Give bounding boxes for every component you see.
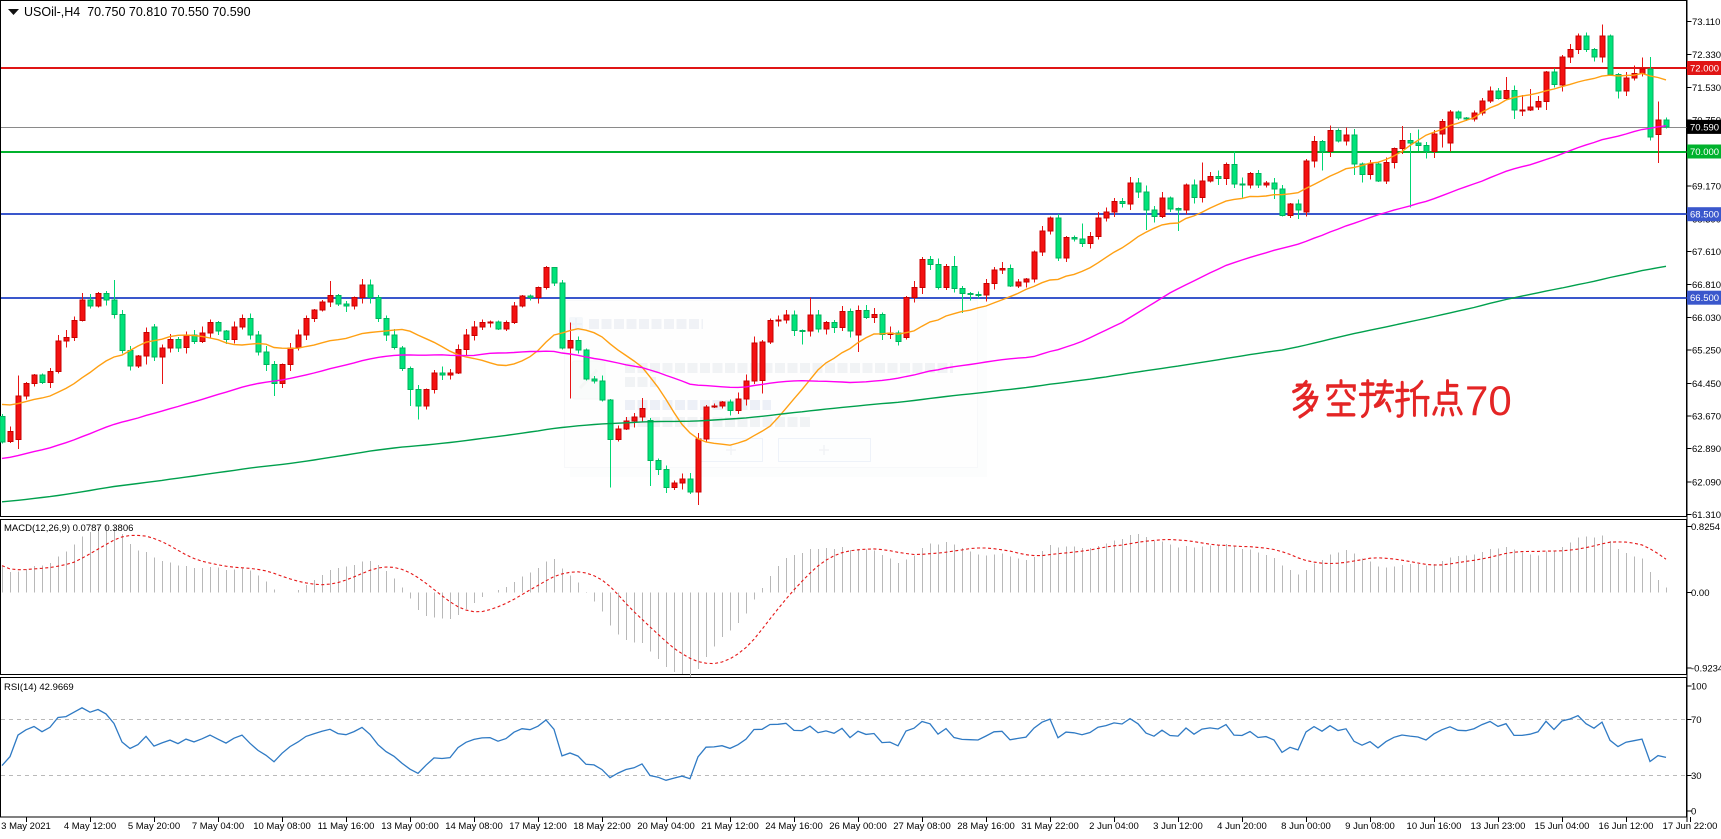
- svg-text:0: 0: [1691, 807, 1696, 818]
- svg-text:17 May 12:00: 17 May 12:00: [509, 821, 567, 832]
- svg-text:28 May 16:00: 28 May 16:00: [957, 821, 1015, 832]
- svg-text:3 May 2021: 3 May 2021: [1, 821, 51, 832]
- svg-text:3 Jun 12:00: 3 Jun 12:00: [1153, 821, 1203, 832]
- svg-text:71.530: 71.530: [1692, 83, 1721, 94]
- svg-text:0.00: 0.00: [1691, 588, 1710, 599]
- svg-text:73.110: 73.110: [1692, 17, 1720, 28]
- svg-text:62.090: 62.090: [1692, 477, 1721, 488]
- svg-text:14 May 08:00: 14 May 08:00: [445, 821, 503, 832]
- svg-text:30: 30: [1691, 771, 1702, 782]
- svg-text:4 May 12:00: 4 May 12:00: [64, 821, 116, 832]
- svg-text:10 Jun 16:00: 10 Jun 16:00: [1407, 821, 1462, 832]
- svg-text:-0.9234: -0.9234: [1691, 664, 1721, 675]
- svg-text:66.030: 66.030: [1692, 313, 1721, 324]
- svg-text:13 May 00:00: 13 May 00:00: [381, 821, 439, 832]
- svg-text:70: 70: [1691, 715, 1702, 726]
- svg-text:RSI(14) 42.9669: RSI(14) 42.9669: [4, 682, 74, 693]
- svg-text:72.000: 72.000: [1690, 64, 1719, 75]
- svg-text:USOil-,H4 70.750 70.810 70.55: USOil-,H4 70.750 70.810 70.550 70.590: [24, 5, 251, 19]
- svg-text:100: 100: [1691, 682, 1707, 693]
- svg-text:70.000: 70.000: [1690, 147, 1719, 158]
- svg-text:66.810: 66.810: [1692, 280, 1721, 291]
- svg-text:70: 70: [1465, 377, 1512, 424]
- svg-text:11 May 16:00: 11 May 16:00: [318, 821, 375, 832]
- svg-text:64.450: 64.450: [1692, 379, 1721, 390]
- svg-text:31 May 22:00: 31 May 22:00: [1021, 821, 1079, 832]
- svg-text:72.330: 72.330: [1692, 50, 1721, 61]
- svg-text:8 Jun 00:00: 8 Jun 00:00: [1281, 821, 1331, 832]
- svg-text:65.250: 65.250: [1692, 345, 1721, 356]
- svg-text:13 Jun 23:00: 13 Jun 23:00: [1471, 821, 1526, 832]
- svg-text:20 May 04:00: 20 May 04:00: [637, 821, 695, 832]
- svg-text:66.500: 66.500: [1690, 293, 1719, 304]
- svg-text:16 Jun 12:00: 16 Jun 12:00: [1599, 821, 1654, 832]
- svg-text:70.590: 70.590: [1690, 122, 1719, 133]
- svg-text:10 May 08:00: 10 May 08:00: [253, 821, 311, 832]
- svg-text:18 May 22:00: 18 May 22:00: [573, 821, 631, 832]
- svg-text:61.310: 61.310: [1692, 510, 1721, 521]
- svg-text:0.8254: 0.8254: [1691, 522, 1720, 533]
- svg-text:21 May 12:00: 21 May 12:00: [701, 821, 759, 832]
- svg-text:5 May 20:00: 5 May 20:00: [128, 821, 180, 832]
- svg-text:26 May 00:00: 26 May 00:00: [829, 821, 887, 832]
- svg-text:MACD(12,26,9) 0.0787 0.3806: MACD(12,26,9) 0.0787 0.3806: [4, 523, 133, 534]
- svg-text:17 Jun 22:00: 17 Jun 22:00: [1663, 821, 1718, 832]
- svg-text:62.890: 62.890: [1692, 444, 1721, 455]
- svg-text:4 Jun 20:00: 4 Jun 20:00: [1217, 821, 1267, 832]
- svg-text:63.670: 63.670: [1692, 411, 1721, 422]
- svg-text:15 Jun 04:00: 15 Jun 04:00: [1535, 821, 1590, 832]
- svg-text:7 May 04:00: 7 May 04:00: [192, 821, 244, 832]
- svg-text:67.610: 67.610: [1692, 247, 1721, 258]
- svg-text:27 May 08:00: 27 May 08:00: [893, 821, 951, 832]
- svg-text:24 May 16:00: 24 May 16:00: [765, 821, 823, 832]
- svg-text:2 Jun 04:00: 2 Jun 04:00: [1089, 821, 1139, 832]
- svg-text:69.170: 69.170: [1692, 182, 1721, 193]
- svg-text:68.500: 68.500: [1690, 210, 1719, 221]
- svg-text:9 Jun 08:00: 9 Jun 08:00: [1345, 821, 1395, 832]
